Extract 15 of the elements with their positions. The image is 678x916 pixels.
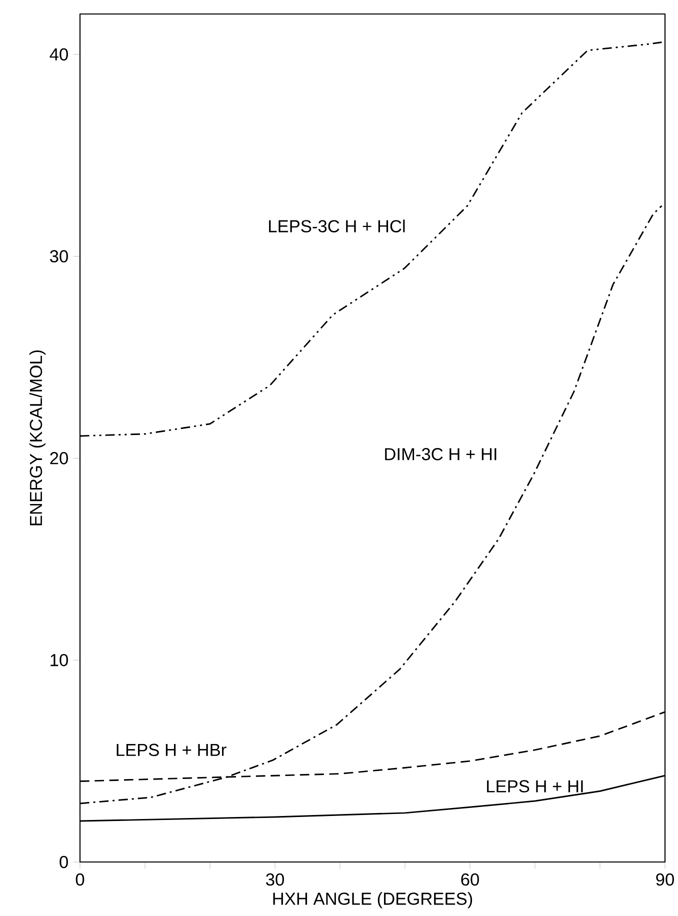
series-label: LEPS H + HI <box>487 780 583 792</box>
y-tick-label: 10 <box>50 654 68 666</box>
x-axis-title: HXH ANGLE (DEGREES) <box>273 892 472 908</box>
y-tick-label: 0 <box>60 856 68 868</box>
y-tick-label: 40 <box>50 48 68 61</box>
text: DIM-3C H + HI <box>385 448 496 460</box>
series-label: LEPS-3C H + HCl <box>269 220 405 232</box>
y-tick-label: 30 <box>50 250 68 262</box>
x-tick-label: 60 <box>461 873 479 886</box>
y-tick-label: 20 <box>50 452 68 464</box>
series-label: LEPS H + HBr <box>116 744 226 756</box>
x-tick-label: 90 <box>656 873 674 886</box>
y-axis-title: ENERGY (KCAL/MOL) <box>29 350 46 526</box>
x-tick-label: 30 <box>266 873 284 886</box>
x-tick-label: 0 <box>76 873 84 886</box>
